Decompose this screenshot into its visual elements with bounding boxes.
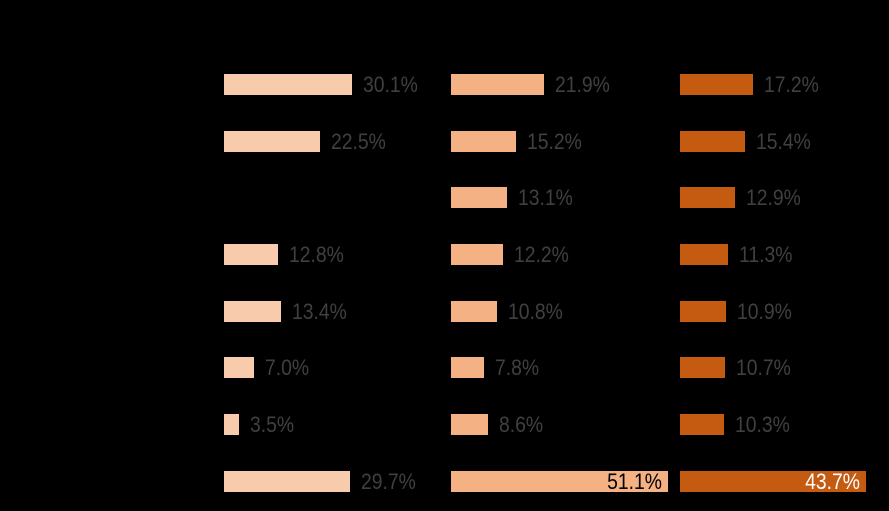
value-label: 29.7% bbox=[361, 469, 416, 494]
bar bbox=[224, 301, 281, 322]
value-label: 30.1% bbox=[363, 72, 418, 97]
value-label: 12.2% bbox=[514, 242, 569, 267]
bar bbox=[451, 244, 503, 265]
bar bbox=[451, 74, 544, 95]
value-label: 8.6% bbox=[499, 412, 544, 437]
value-label: 11.3% bbox=[739, 242, 793, 267]
value-label: 12.8% bbox=[289, 242, 344, 267]
value-label: 12.9% bbox=[746, 185, 801, 210]
bar bbox=[224, 414, 239, 435]
bar bbox=[680, 414, 724, 435]
bar bbox=[680, 187, 735, 208]
bar bbox=[451, 414, 488, 435]
value-label: 13.4% bbox=[292, 299, 347, 324]
bar bbox=[680, 471, 866, 492]
value-label: 7.8% bbox=[495, 355, 540, 380]
bar bbox=[224, 244, 278, 265]
value-label: 7.0% bbox=[265, 355, 310, 380]
bar bbox=[451, 357, 484, 378]
bar bbox=[224, 357, 254, 378]
value-label: 10.9% bbox=[737, 299, 792, 324]
bar bbox=[680, 74, 753, 95]
value-label: 15.2% bbox=[527, 129, 582, 154]
bar bbox=[224, 471, 350, 492]
bar bbox=[680, 301, 726, 322]
value-label: 51.1% bbox=[607, 469, 662, 494]
bar bbox=[451, 301, 497, 322]
value-label: 10.7% bbox=[736, 355, 791, 380]
bar bbox=[224, 74, 352, 95]
value-label: 10.3% bbox=[735, 412, 790, 437]
value-label: 22.5% bbox=[331, 129, 386, 154]
value-label: 15.4% bbox=[756, 129, 811, 154]
bar bbox=[680, 357, 725, 378]
value-label: 43.7% bbox=[805, 469, 860, 494]
value-label: 21.9% bbox=[555, 72, 610, 97]
value-label: 17.2% bbox=[764, 72, 819, 97]
bar bbox=[451, 471, 668, 492]
bar bbox=[680, 131, 745, 152]
value-label: 3.5% bbox=[250, 412, 295, 437]
bar bbox=[451, 187, 507, 208]
bar bbox=[680, 244, 728, 265]
value-label: 10.8% bbox=[508, 299, 563, 324]
bar bbox=[224, 131, 320, 152]
bar bbox=[451, 131, 516, 152]
value-label: 13.1% bbox=[518, 185, 573, 210]
